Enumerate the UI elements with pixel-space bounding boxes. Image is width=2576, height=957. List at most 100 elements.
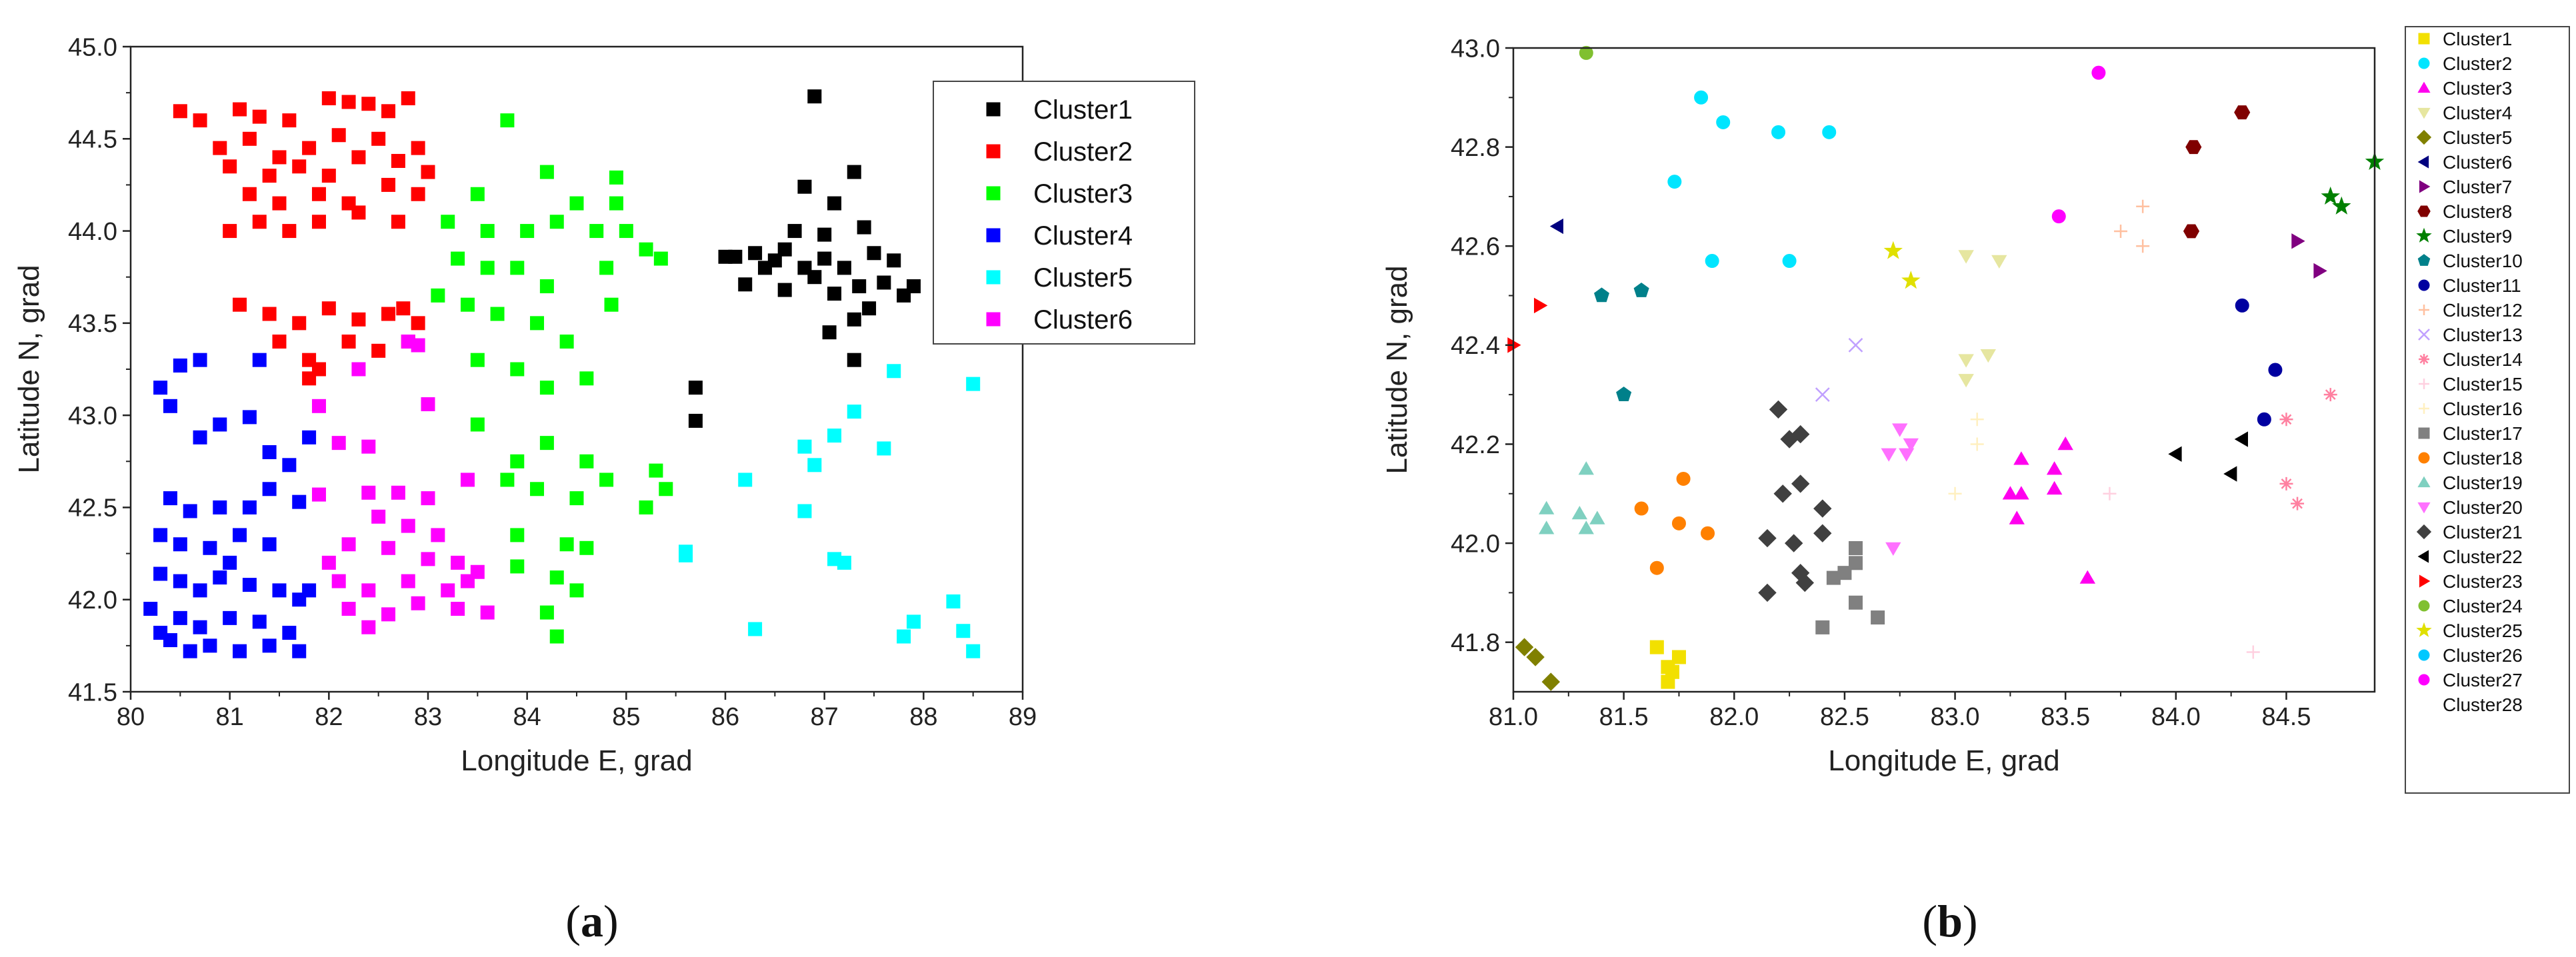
data-point-cluster2 xyxy=(401,91,415,105)
data-point-cluster5 xyxy=(1515,638,1534,656)
legend-marker-cluster20 xyxy=(2417,502,2431,514)
data-point-cluster6 xyxy=(311,399,326,413)
data-point-cluster4 xyxy=(203,540,217,555)
data-point-cluster6 xyxy=(421,397,435,412)
y-tick-label: 44.5 xyxy=(68,126,117,154)
legend-box xyxy=(933,81,1195,345)
legend-label-cluster27: Cluster27 xyxy=(2443,670,2523,690)
legend: Cluster1 Cluster2 Cluster3 Cluster4 Cluster5… xyxy=(2405,26,2570,794)
x-tick-label: 80 xyxy=(117,703,145,731)
data-point-cluster1 xyxy=(847,312,861,327)
data-point-cluster12 xyxy=(2136,199,2150,213)
data-point-cluster3 xyxy=(569,196,584,211)
data-point-cluster3 xyxy=(559,537,574,552)
data-point-cluster1 xyxy=(817,251,832,266)
legend-marker-cluster11 xyxy=(2418,279,2430,291)
data-point-cluster4 xyxy=(1980,349,1996,363)
data-point-cluster10 xyxy=(1633,282,1649,297)
data-point-cluster21 xyxy=(1791,475,1810,493)
legend-marker-cluster13 xyxy=(2418,329,2430,341)
data-point-cluster24 xyxy=(1579,45,1593,60)
data-point-cluster3 xyxy=(639,242,653,257)
data-point-cluster4 xyxy=(213,500,227,514)
data-point-cluster3 xyxy=(649,463,663,478)
data-point-cluster6 xyxy=(431,528,445,542)
data-point-cluster2 xyxy=(351,205,366,220)
data-point-cluster3 xyxy=(653,251,668,266)
legend-label-cluster13: Cluster13 xyxy=(2443,325,2523,345)
data-point-cluster4 xyxy=(183,644,197,658)
data-point-cluster1 xyxy=(852,279,867,294)
legend-label-cluster19: Cluster19 xyxy=(2443,473,2523,493)
x-tick-label: 84.0 xyxy=(2151,703,2201,731)
data-point-cluster1 xyxy=(688,381,703,395)
data-point-cluster19 xyxy=(1571,506,1588,520)
data-point-cluster23 xyxy=(1534,297,1548,314)
x-tick-label: 83.0 xyxy=(1931,703,1980,731)
data-point-cluster2 xyxy=(381,307,396,321)
data-point-cluster3 xyxy=(441,215,455,229)
data-point-cluster5 xyxy=(897,629,911,644)
data-point-cluster3 xyxy=(609,196,623,211)
legend-marker-cluster3 xyxy=(2417,81,2431,93)
data-point-cluster1 xyxy=(797,179,812,194)
data-point-cluster4 xyxy=(153,381,168,395)
data-point-cluster11 xyxy=(2235,298,2249,313)
y-tick-label: 43.0 xyxy=(1451,35,1500,63)
data-point-cluster6 xyxy=(411,596,425,610)
legend-label-cluster7: Cluster7 xyxy=(2443,177,2512,197)
data-point-cluster2 xyxy=(173,104,187,119)
data-point-cluster1 xyxy=(1649,640,1664,654)
data-point-cluster15 xyxy=(2103,486,2117,500)
data-point-cluster21 xyxy=(1758,583,1777,602)
data-point-cluster4 xyxy=(282,458,297,473)
data-point-cluster2 xyxy=(411,141,425,155)
legend-marker-cluster1 xyxy=(986,102,1001,117)
data-point-cluster2 xyxy=(272,150,287,165)
data-point-cluster5 xyxy=(906,614,921,629)
data-point-cluster6 xyxy=(480,605,495,620)
data-point-cluster6 xyxy=(460,574,475,588)
data-point-cluster6 xyxy=(341,602,356,616)
data-point-cluster3 xyxy=(579,454,594,469)
data-point-cluster5 xyxy=(847,405,861,419)
data-point-cluster5 xyxy=(837,555,851,570)
data-point-cluster1 xyxy=(757,261,772,275)
data-point-cluster4 xyxy=(163,399,177,413)
data-point-cluster12 xyxy=(2114,224,2128,238)
data-point-cluster2 xyxy=(321,169,336,183)
data-point-cluster5 xyxy=(1541,672,1561,691)
panel-label-open: ( xyxy=(565,896,581,946)
data-point-cluster3 xyxy=(619,224,633,239)
data-point-cluster8 xyxy=(2185,140,2202,155)
data-point-cluster14 xyxy=(2323,388,2337,402)
data-point-cluster3 xyxy=(500,113,515,128)
y-axis-label: Latitude N, grad xyxy=(1381,265,1413,474)
legend-marker-cluster4 xyxy=(986,228,1001,243)
data-point-cluster1 xyxy=(748,246,763,261)
legend-marker-cluster6 xyxy=(986,312,1001,327)
legend-marker-cluster25 xyxy=(2416,622,2432,637)
data-point-cluster21 xyxy=(1784,534,1803,552)
y-tick-label: 42.2 xyxy=(1451,431,1500,459)
data-point-cluster2 xyxy=(272,196,287,211)
data-point-cluster6 xyxy=(361,485,376,500)
legend-label-cluster4: Cluster4 xyxy=(1033,221,1133,251)
data-point-cluster4 xyxy=(1991,255,2007,269)
legend-marker-cluster9 xyxy=(2416,227,2432,243)
data-point-cluster12 xyxy=(2136,239,2150,253)
plot-area xyxy=(1507,45,2385,691)
data-point-cluster2 xyxy=(341,335,356,349)
data-point-cluster20 xyxy=(1903,438,1919,453)
data-point-cluster5 xyxy=(966,644,981,658)
data-point-cluster3 xyxy=(539,381,554,395)
data-point-cluster21 xyxy=(1813,499,1832,518)
data-point-cluster3 xyxy=(549,215,564,229)
data-point-cluster2 xyxy=(1667,175,1682,189)
data-point-cluster4 xyxy=(1958,374,1974,388)
data-point-cluster3 xyxy=(451,251,465,266)
x-tick-label: 83 xyxy=(414,703,442,731)
data-point-cluster22 xyxy=(2234,431,2248,447)
x-tick-label: 82.0 xyxy=(1709,703,1759,731)
legend-label-cluster21: Cluster21 xyxy=(2443,522,2523,542)
